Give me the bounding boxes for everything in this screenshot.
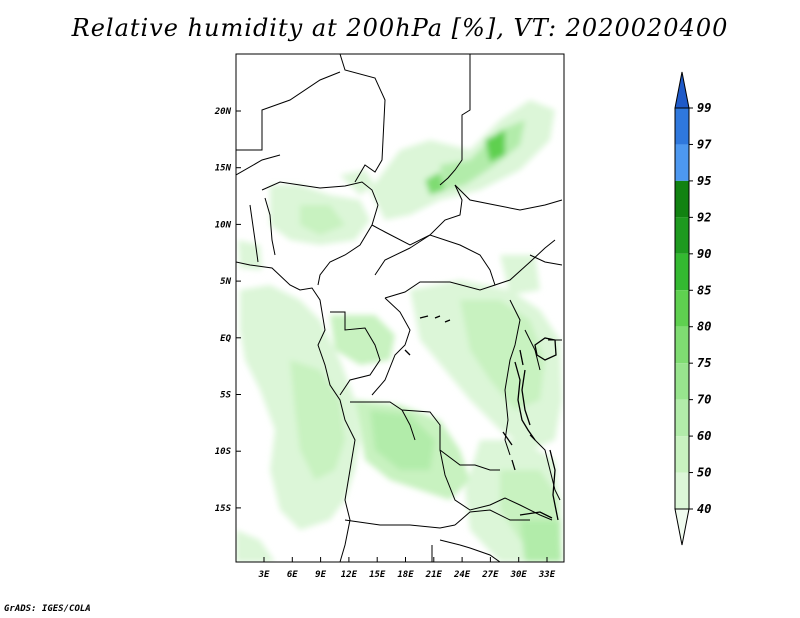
colorbar-segment — [675, 436, 689, 473]
colorbar-segment — [675, 108, 689, 145]
colorbar-label: 95 — [697, 174, 711, 188]
lon-tick-label: 18E — [397, 570, 414, 580]
grads-credit: GrADS: IGES/COLA — [4, 604, 91, 614]
colorbar-frame — [674, 107, 690, 510]
colorbar-label: 85 — [697, 283, 711, 297]
lon-tick-label: 3E — [258, 570, 270, 580]
lon-tick-label: 9E — [315, 570, 326, 580]
lon-tick-label: 6E — [287, 570, 298, 580]
colorbar-segment — [675, 363, 689, 400]
lon-tick-label: 12E — [341, 570, 358, 580]
colorbar-label: 70 — [697, 393, 711, 407]
lon-tick-label: 33E — [538, 570, 556, 580]
lon-tick-label: 27E — [481, 570, 499, 580]
lon-tick-label: 15E — [369, 570, 386, 580]
lakes — [404, 315, 559, 521]
colorbar-bottom-triangle — [674, 508, 690, 546]
lat-tick-label: 15S — [215, 504, 232, 514]
colorbar-label: 97 — [697, 137, 712, 151]
colorbar-label: 80 — [697, 320, 711, 334]
lat-tick-label: 5N — [220, 277, 231, 287]
colorbar-top-triangle — [674, 71, 690, 109]
plot-frame — [235, 53, 565, 563]
lon-tick-label: 24E — [453, 570, 471, 580]
colorbar-label: 50 — [697, 466, 711, 480]
colorbar-label: 99 — [697, 101, 711, 115]
colorbar-label: 60 — [697, 429, 711, 443]
lat-tick-label: 20N — [214, 107, 232, 117]
colorbar-label: 90 — [697, 247, 711, 261]
lat-tick-label: EQ — [220, 334, 231, 344]
colorbar-label: 40 — [697, 502, 711, 516]
lat-tick-label: 10S — [215, 447, 232, 457]
colorbar-segment — [675, 180, 689, 218]
lat-tick-label: 10N — [215, 220, 232, 230]
colorbar-segment — [675, 472, 689, 509]
colorbar-segment — [675, 399, 689, 437]
lat-tick-label: 15N — [215, 164, 232, 174]
colorbar-segment — [675, 144, 689, 181]
colorbar-segment — [675, 253, 689, 291]
colorbar-label: 92 — [697, 210, 711, 224]
lon-tick-label: 30E — [510, 570, 528, 580]
country-borders — [236, 54, 564, 562]
colorbar-segment — [675, 290, 689, 327]
latitude-axis: 20N 15N 10N 5N EQ 5S 10S 15S — [214, 107, 241, 514]
lat-tick-label: 5S — [220, 391, 231, 401]
colorbar: 99 97 95 92 90 85 80 75 70 60 50 40 — [674, 71, 712, 546]
map-title: Relative humidity at 200hPa [%], VT: 202… — [71, 14, 729, 42]
lon-tick-label: 21E — [425, 570, 443, 580]
colorbar-segment — [675, 217, 689, 254]
humidity-field — [236, 100, 562, 562]
longitude-axis: 3E 6E 9E 12E 15E 18E 21E 24E 27E 30E 33E — [258, 557, 556, 580]
colorbar-label: 75 — [697, 356, 711, 370]
colorbar-segment — [675, 326, 689, 364]
